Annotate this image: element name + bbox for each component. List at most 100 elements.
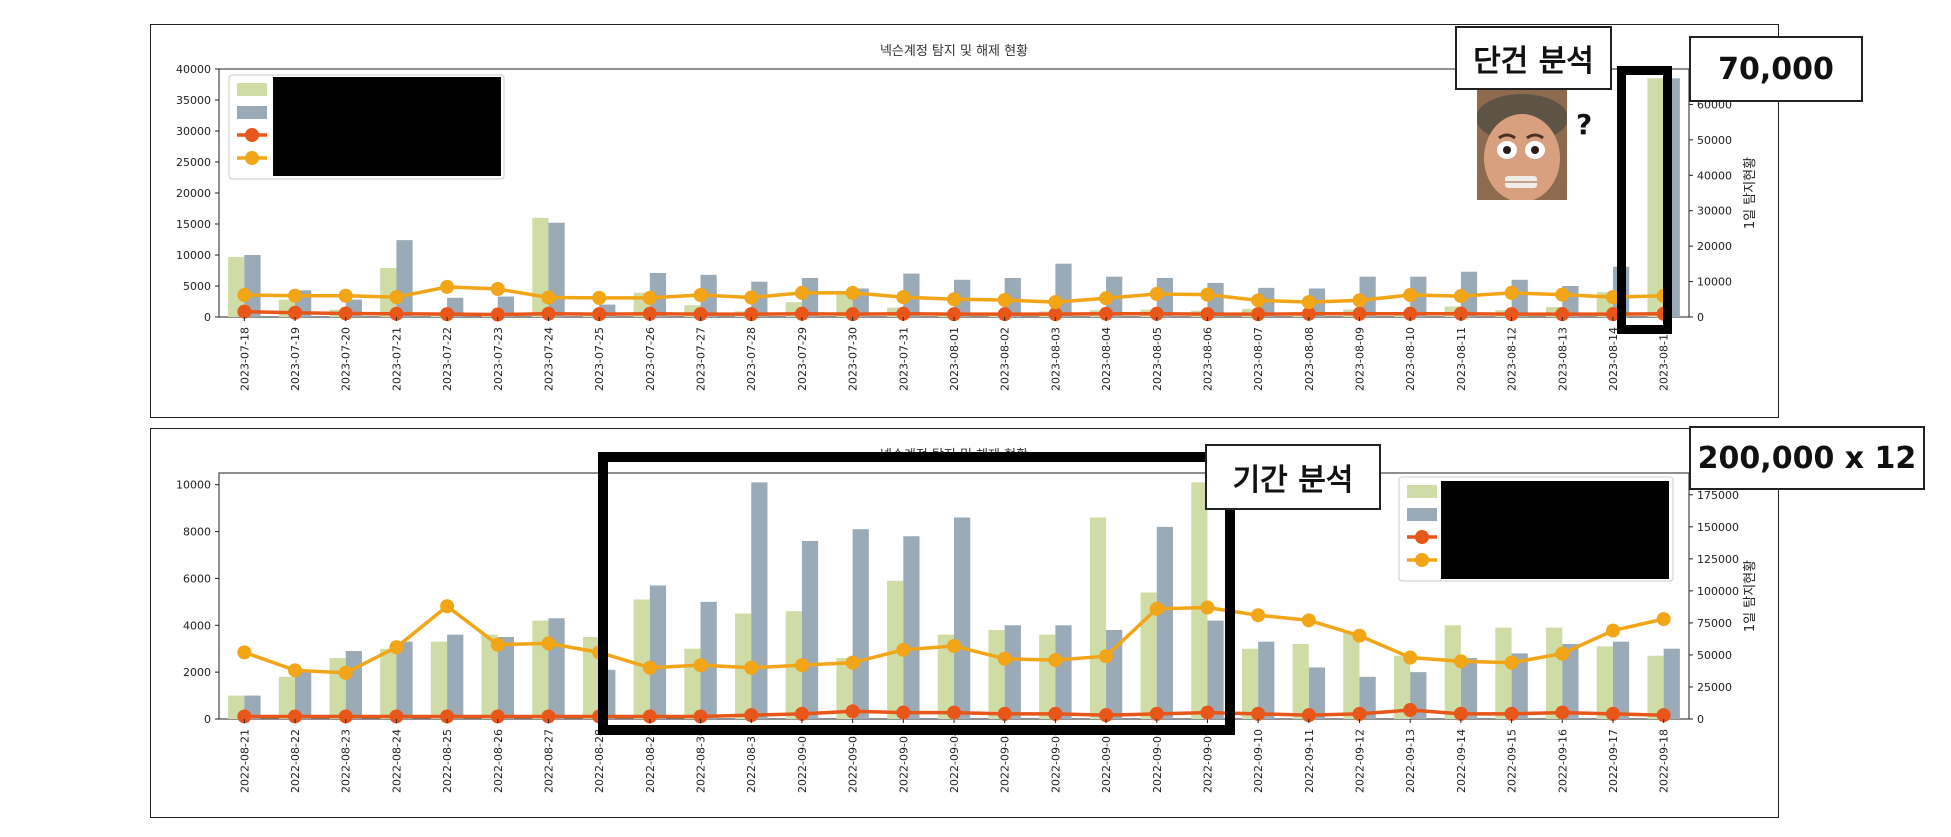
line-point — [288, 305, 303, 320]
x-tick-label: 2022-08-28 — [593, 729, 606, 793]
line-point — [288, 663, 303, 678]
line-point — [490, 709, 505, 724]
line-point — [642, 290, 657, 305]
legend-redaction — [1441, 481, 1669, 579]
line-point — [1555, 287, 1570, 302]
y-left-tick-label: 0 — [204, 713, 211, 726]
bar — [1004, 277, 1021, 317]
bar — [1612, 641, 1630, 719]
x-tick-label: 2023-08-06 — [1201, 327, 1214, 391]
x-tick-label: 2023-07-18 — [238, 327, 251, 391]
x-tick-label: 2022-08-25 — [441, 729, 454, 793]
line-point — [744, 660, 759, 675]
bar — [988, 629, 1005, 719]
legend-swatch — [237, 83, 267, 96]
bar — [1089, 517, 1107, 719]
line-point — [845, 307, 860, 322]
y-right-tick-label: 125000 — [1697, 553, 1739, 566]
bar — [903, 536, 920, 719]
line-point — [338, 665, 353, 680]
line-point — [1352, 306, 1367, 321]
bar — [548, 618, 565, 719]
bar — [1495, 627, 1512, 719]
line-point — [1149, 601, 1164, 616]
line-point — [1504, 706, 1519, 721]
line-point — [997, 292, 1012, 307]
legend-redaction — [273, 77, 501, 176]
y-left-tick-label: 6000 — [183, 572, 211, 585]
line-point — [794, 658, 809, 673]
y-right-tick-label: 20000 — [1697, 240, 1732, 253]
bar — [1546, 307, 1563, 317]
bar — [1444, 625, 1461, 719]
line-point — [338, 288, 353, 303]
y-left-tick-label: 35000 — [176, 94, 211, 107]
legend-swatch-marker — [245, 151, 259, 165]
x-tick-label: 2022-09-05 — [999, 729, 1012, 793]
x-tick-label: 2023-08-03 — [1049, 327, 1062, 391]
x-tick-label: 2023-08-02 — [999, 327, 1012, 391]
x-tick-label: 2022-09-03 — [897, 729, 910, 793]
line-point — [845, 704, 860, 719]
line-point — [1149, 306, 1164, 321]
line-point — [338, 709, 353, 724]
x-tick-label: 2023-08-09 — [1354, 327, 1367, 391]
line-point — [642, 709, 657, 724]
x-tick-label: 2022-09-15 — [1506, 729, 1519, 793]
x-tick-label: 2023-08-01 — [948, 327, 961, 391]
line-point — [237, 645, 252, 660]
line-point — [1605, 706, 1620, 721]
y-left-tick-label: 25000 — [176, 156, 211, 169]
bar — [278, 676, 296, 719]
x-tick-label: 2022-08-24 — [390, 729, 403, 793]
bar — [1546, 627, 1563, 719]
line-point — [1605, 307, 1620, 322]
line-point — [1605, 290, 1620, 305]
legend-swatch-marker — [1415, 530, 1429, 544]
line-point — [288, 709, 303, 724]
line-point — [1048, 706, 1063, 721]
line-point — [288, 288, 303, 303]
line-point — [1453, 306, 1468, 321]
question-mark: ? — [1576, 108, 1593, 141]
x-tick-label: 2023-08-04 — [1100, 327, 1113, 391]
legend-swatch — [1407, 508, 1437, 521]
line-point — [592, 290, 607, 305]
x-tick-label: 2022-09-18 — [1658, 729, 1671, 793]
x-tick-label: 2023-08-10 — [1404, 327, 1417, 391]
bar — [1156, 277, 1173, 317]
x-tick-label: 2023-07-22 — [441, 327, 454, 391]
line-point — [490, 282, 505, 297]
line-point — [237, 288, 252, 303]
line-point — [693, 709, 708, 724]
line-point — [1200, 307, 1215, 322]
line-point — [1504, 307, 1519, 322]
period-count-label: 200,000 x 12 — [1689, 426, 1925, 490]
line-point — [389, 640, 404, 655]
x-tick-label: 2023-08-15 — [1658, 327, 1671, 391]
bar — [396, 240, 413, 317]
x-tick-label: 2022-08-21 — [238, 729, 251, 793]
line-point — [237, 709, 252, 724]
bar — [1511, 653, 1528, 719]
bar — [751, 281, 768, 317]
x-tick-label: 2022-08-29 — [644, 729, 657, 793]
x-tick-label: 2022-09-16 — [1556, 729, 1569, 793]
bar — [295, 672, 312, 719]
line-point — [1251, 706, 1266, 721]
bar — [700, 601, 717, 719]
line-point — [794, 306, 809, 321]
y-right-tick-label: 100000 — [1697, 585, 1739, 598]
bar — [1359, 276, 1376, 317]
line-point — [1453, 289, 1468, 304]
x-tick-label: 2022-08-23 — [340, 729, 353, 793]
line-point — [1048, 307, 1063, 322]
y-left-tick-label: 8000 — [183, 526, 211, 539]
x-tick-label: 2023-07-27 — [695, 327, 708, 391]
line-point — [896, 705, 911, 720]
line-point — [997, 706, 1012, 721]
line-point — [1352, 706, 1367, 721]
bar — [1004, 625, 1021, 719]
x-tick-label: 2022-09-08 — [1151, 729, 1164, 793]
x-tick-label: 2023-08-14 — [1607, 327, 1620, 391]
